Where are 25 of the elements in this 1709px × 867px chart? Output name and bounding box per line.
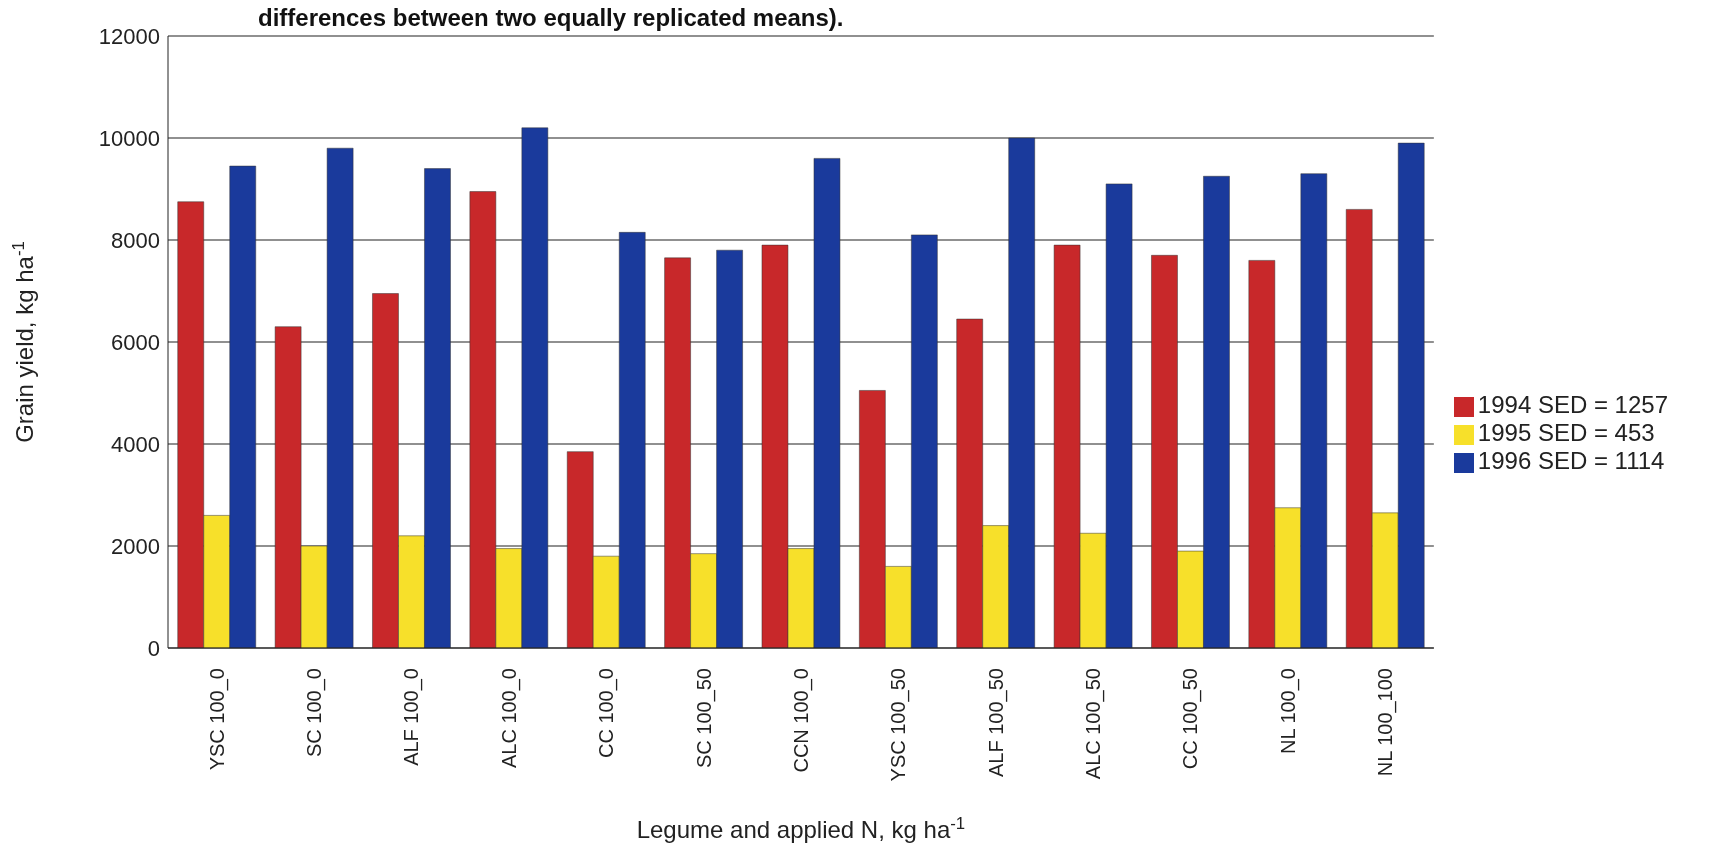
x-axis-title: Legume and applied N, kg ha$^{-1}$ xyxy=(636,813,966,843)
x-tick-label: SC 100_50 xyxy=(692,668,716,769)
x-tick-label: SC 100_0 xyxy=(303,668,327,757)
x-tick-label: YSC 100_50 xyxy=(887,668,911,782)
y-tick-label: 0 xyxy=(147,635,160,661)
y-tick-label: 8000 xyxy=(111,227,160,253)
x-tick-label: ALF 100_50 xyxy=(984,668,1008,777)
y-tick-label: 4000 xyxy=(111,431,160,457)
x-tick-label: NL 100_0 xyxy=(1276,668,1300,754)
x-tick-label: YSC 100_0 xyxy=(205,668,229,771)
y-tick-label: 2000 xyxy=(111,533,160,559)
x-tick-label: CC 100_50 xyxy=(1179,668,1203,770)
x-tick-label: CC 100_0 xyxy=(595,668,619,759)
x-tick-label: CCN 100_0 xyxy=(789,668,813,773)
legend-label: 1995 SED = 453 xyxy=(1477,419,1655,446)
x-tick-label: ALC 100_50 xyxy=(1082,668,1106,780)
x-tick-label: NL 100_100 xyxy=(1374,668,1398,777)
x-tick-label: ALF 100_0 xyxy=(400,668,424,766)
y-tick-label: 6000 xyxy=(111,329,160,355)
y-tick-label: 12000 xyxy=(98,23,160,49)
legend-label: 1996 SED = 1114 xyxy=(1477,447,1665,474)
x-tick-label: ALC 100_0 xyxy=(497,668,521,769)
legend-label: 1994 SED = 1257 xyxy=(1477,391,1668,418)
chart-title: differences between two equally replicated means). xyxy=(258,4,844,32)
y-tick-label: 10000 xyxy=(98,125,160,151)
